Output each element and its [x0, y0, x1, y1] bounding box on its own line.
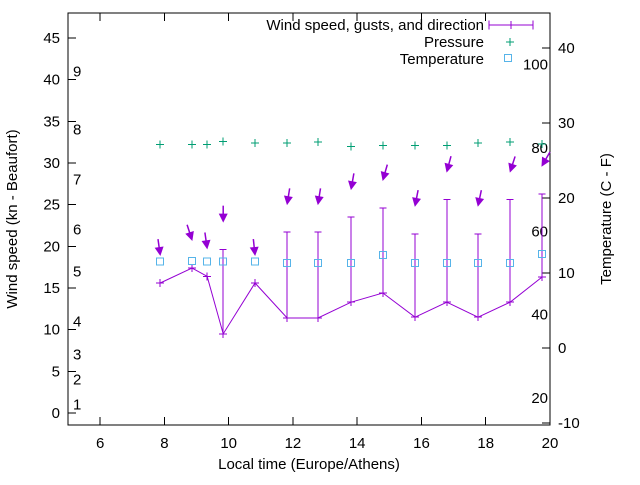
beaufort-label: 8 — [73, 122, 81, 139]
kn-tick-label: 25 — [43, 197, 60, 214]
left-axis-title: Wind speed (kn - Beaufort) — [4, 129, 21, 308]
beaufort-label: 9 — [73, 63, 81, 80]
legend-temperature-label: Temperature — [400, 51, 484, 68]
wind-direction-arrow — [154, 239, 164, 256]
celsius-tick-label: 0 — [558, 340, 566, 357]
beaufort-label: 4 — [73, 313, 81, 330]
kn-tick-label: 35 — [43, 113, 60, 130]
wind-direction-arrow — [314, 188, 324, 206]
beaufort-label: 2 — [73, 372, 81, 389]
wind-direction-arrow — [541, 151, 551, 167]
x-axis-title: Local time (Europe/Athens) — [218, 456, 400, 473]
kn-tick-label: 0 — [52, 405, 60, 422]
temperature-point-marker — [378, 250, 387, 259]
temperature-point-marker — [411, 259, 420, 268]
temperature-point-marker — [188, 256, 197, 265]
x-tick-label: 16 — [413, 435, 430, 452]
beaufort-label: 7 — [73, 172, 81, 189]
x-tick-label: 20 — [542, 435, 559, 452]
fahrenheit-label: 20 — [531, 390, 548, 407]
wind-direction-arrow — [508, 156, 517, 173]
temperature-point-marker — [537, 250, 546, 259]
temperature-point-marker — [474, 259, 483, 268]
fahrenheit-label: 60 — [531, 223, 548, 240]
plot-border — [67, 12, 551, 426]
temperature-point-marker — [156, 257, 165, 266]
fahrenheit-label: 40 — [531, 307, 548, 324]
x-tick-label: 6 — [96, 435, 104, 452]
celsius-tick-label: 10 — [558, 265, 575, 282]
kn-tick-label: 40 — [43, 72, 60, 89]
temperature-point-marker — [219, 257, 228, 266]
x-tick-label: 18 — [477, 435, 494, 452]
wind-direction-arrow — [444, 156, 454, 173]
legend-wind-label: Wind speed, gusts, and direction — [266, 17, 484, 34]
beaufort-label: 6 — [73, 222, 81, 239]
wind-line — [160, 267, 543, 336]
temperature-point-marker — [506, 259, 515, 268]
wind-direction-arrow — [283, 188, 293, 206]
celsius-tick-label: 20 — [558, 190, 575, 207]
wind-direction-arrow — [412, 189, 421, 207]
kn-tick-label: 30 — [43, 155, 60, 172]
x-tick-label: 14 — [349, 435, 366, 452]
right-axis-title: Temperature (C - F) — [598, 153, 615, 285]
temperature-point-marker — [251, 257, 260, 266]
kn-tick-label: 15 — [43, 280, 60, 297]
kn-tick-label: 10 — [43, 322, 60, 339]
fahrenheit-label: 100 — [523, 57, 548, 74]
celsius-tick-label: 40 — [558, 40, 575, 57]
wind-direction-arrow — [380, 164, 390, 181]
celsius-tick-label: 30 — [558, 115, 575, 132]
temperature-point-marker — [203, 257, 212, 266]
beaufort-label: 1 — [73, 397, 81, 414]
wind-direction-arrow — [218, 205, 228, 223]
temperature-point-marker — [442, 259, 451, 268]
beaufort-label: 3 — [73, 347, 81, 364]
kn-tick-label: 5 — [52, 363, 60, 380]
beaufort-label: 5 — [73, 263, 81, 280]
kn-tick-label: 20 — [43, 238, 60, 255]
legend-pressure-label: Pressure — [424, 34, 484, 51]
x-tick-label: 10 — [220, 435, 237, 452]
wind-direction-arrow — [185, 224, 194, 241]
wind-direction-arrow — [249, 239, 259, 256]
kn-tick-label: 45 — [43, 30, 60, 47]
legend-sample-temperature — [504, 54, 512, 62]
x-tick-label: 12 — [285, 435, 302, 452]
x-tick-label: 8 — [160, 435, 168, 452]
wind-direction-arrow — [475, 190, 485, 207]
fahrenheit-label: 80 — [531, 140, 548, 157]
temperature-point-marker — [313, 259, 322, 268]
wind-direction-arrow — [348, 173, 357, 191]
temperature-point-marker — [347, 259, 356, 268]
temperature-point-marker — [283, 259, 292, 268]
wind-direction-arrow — [201, 232, 211, 250]
celsius-tick-label: -10 — [558, 415, 580, 432]
